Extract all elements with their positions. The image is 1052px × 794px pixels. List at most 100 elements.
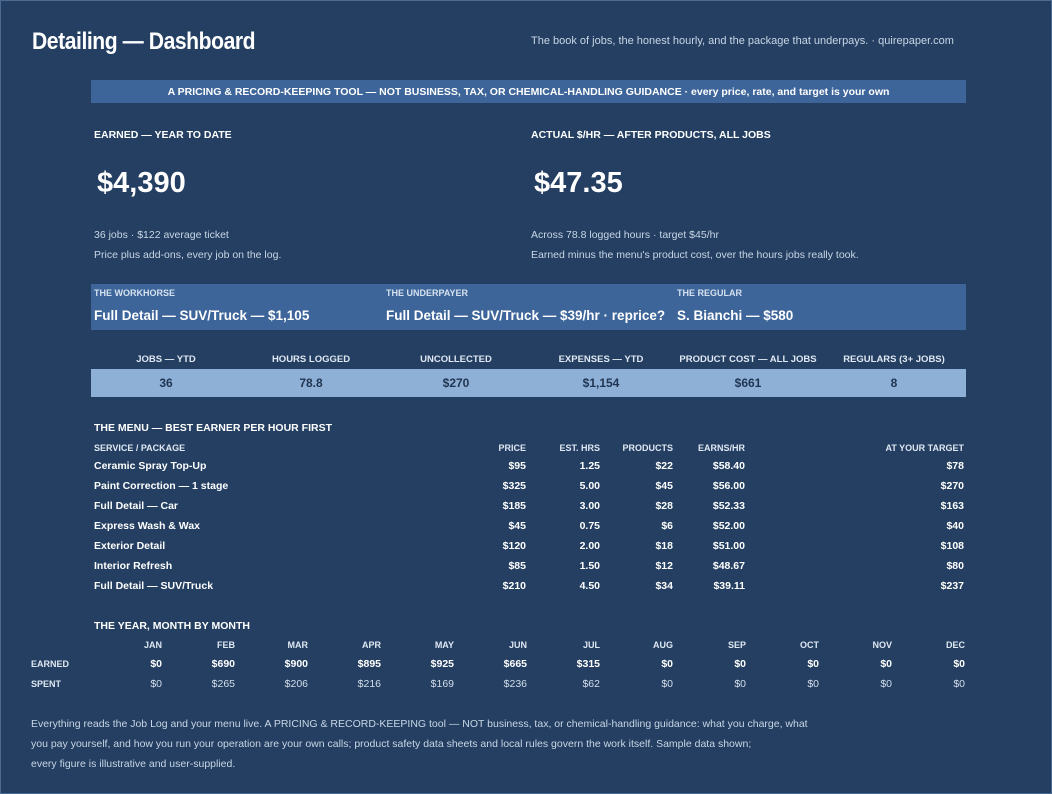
month-header: OCT — [800, 640, 819, 650]
earned-cell: $315 — [576, 658, 600, 670]
spent-cell: $0 — [150, 678, 162, 690]
spent-cell: $216 — [357, 678, 381, 690]
menu-cell-price: $325 — [502, 480, 526, 492]
menu-cell-hours: 1.50 — [579, 560, 600, 572]
spent-cell: $169 — [430, 678, 454, 690]
spent-cell: $265 — [211, 678, 235, 690]
month-header: MAY — [434, 640, 454, 650]
earned-cell: $895 — [357, 658, 381, 670]
disclaimer-banner: A PRICING & RECORD-KEEPING TOOL — NOT BU… — [91, 80, 966, 103]
month-header: JUL — [582, 640, 600, 650]
menu-cell-target: $108 — [940, 540, 964, 552]
menu-cell-service: Full Detail — Car — [94, 500, 179, 512]
kpi-expenses-value: $1,154 — [582, 376, 620, 390]
earned-cell: $0 — [734, 658, 746, 670]
month-header: AUG — [653, 640, 673, 650]
menu-cell-hours: 2.00 — [579, 540, 600, 552]
earned-cell: $0 — [807, 658, 819, 670]
page-tagline: The book of jobs, the honest hourly, and… — [531, 35, 954, 47]
footer-line-3: every figure is illustrative and user-su… — [31, 758, 236, 770]
kpi-band — [91, 369, 966, 397]
year-title: THE YEAR, MONTH BY MONTH — [94, 620, 250, 632]
month-header: JUN — [508, 640, 527, 650]
menu-cell-price: $185 — [502, 500, 526, 512]
menu-cell-earns: $39.11 — [713, 580, 745, 592]
earned-cell: $925 — [430, 658, 454, 670]
earned-cell: $690 — [211, 658, 235, 670]
footer-line-1: Everything reads the Job Log and your me… — [31, 718, 808, 730]
spent-cell: $0 — [880, 678, 892, 690]
page-title: Detailing — Dashboard — [32, 28, 256, 55]
menu-cell-products: $45 — [655, 480, 673, 492]
kpi-hours-label: HOURS LOGGED — [271, 354, 351, 365]
menu-cell-target: $270 — [940, 480, 964, 492]
kpi-jobs-value: 36 — [159, 376, 173, 390]
menu-header-price: PRICE — [498, 443, 526, 453]
highlight-value: S. Bianchi — $580 — [677, 308, 794, 323]
menu-cell-service: Paint Correction — 1 stage — [94, 480, 229, 492]
month-header: DEC — [945, 640, 965, 650]
kpi-hours-value: 78.8 — [299, 376, 323, 390]
hourly-label: ACTUAL $/HR — AFTER PRODUCTS, ALL JOBS — [531, 129, 771, 141]
kpi-expenses-label: EXPENSES — YTD — [558, 354, 644, 365]
menu-cell-service: Interior Refresh — [94, 560, 173, 572]
earned-cell: $0 — [661, 658, 673, 670]
spent-cell: $62 — [582, 678, 600, 690]
menu-cell-hours: 4.50 — [579, 580, 600, 592]
earned-cell: $0 — [880, 658, 892, 670]
hourly-value: $47.35 — [534, 167, 623, 199]
menu-cell-price: $95 — [508, 460, 526, 472]
kpi-regulars-value: 8 — [890, 376, 898, 390]
menu-cell-hours: 1.25 — [579, 460, 600, 472]
menu-cell-price: $120 — [502, 540, 526, 552]
menu-cell-hours: 5.00 — [579, 480, 600, 492]
month-header: JAN — [143, 640, 162, 650]
earned-label: EARNED — YEAR TO DATE — [94, 129, 232, 141]
menu-cell-service: Express Wash & Wax — [94, 520, 201, 532]
earned-cell: $900 — [284, 658, 308, 670]
menu-cell-earns: $48.67 — [712, 560, 745, 572]
menu-cell-products: $12 — [655, 560, 673, 572]
menu-cell-target: $40 — [946, 520, 964, 532]
menu-header-hours: EST. HRS — [559, 443, 600, 453]
menu-cell-target: $237 — [940, 580, 964, 592]
earned-cell: $0 — [953, 658, 965, 670]
highlight-label: THE REGULAR — [677, 288, 742, 298]
menu-cell-service: Exterior Detail — [94, 540, 166, 552]
menu-cell-products: $34 — [655, 580, 673, 592]
highlight-value: Full Detail — SUV/Truck — $39/hr · repri… — [386, 308, 666, 323]
highlight-label: THE WORKHORSE — [94, 288, 175, 298]
month-header: NOV — [872, 640, 892, 650]
highlight-value: Full Detail — SUV/Truck — $1,105 — [94, 308, 310, 323]
menu-cell-products: $22 — [655, 460, 673, 472]
year-earned-label: EARNED — [31, 659, 70, 669]
spent-cell: $236 — [503, 678, 527, 690]
menu-header-service: SERVICE / PACKAGE — [94, 443, 186, 453]
spent-cell: $0 — [734, 678, 746, 690]
menu-cell-target: $80 — [946, 560, 964, 572]
spent-cell: $0 — [661, 678, 673, 690]
spent-cell: $0 — [807, 678, 819, 690]
menu-header-earns: EARNS/HR — [697, 443, 745, 453]
menu-header-target: AT YOUR TARGET — [885, 443, 965, 453]
menu-cell-price: $210 — [502, 580, 526, 592]
month-header: SEP — [727, 640, 746, 650]
menu-cell-hours: 0.75 — [579, 520, 600, 532]
kpi-regulars-label: REGULARS (3+ JOBS) — [843, 354, 945, 365]
year-spent-label: SPENT — [31, 679, 62, 689]
menu-cell-earns: $52.33 — [712, 500, 745, 512]
kpi-uncollected-label: UNCOLLECTED — [420, 354, 492, 365]
spent-cell: $0 — [953, 678, 965, 690]
menu-cell-price: $45 — [508, 520, 526, 532]
menu-cell-target: $78 — [946, 460, 964, 472]
menu-cell-target: $163 — [940, 500, 964, 512]
highlight-label: THE UNDERPAYER — [386, 288, 469, 298]
earned-detail: 36 jobs · $122 average ticket — [94, 229, 229, 241]
menu-cell-earns: $52.00 — [712, 520, 745, 532]
kpi-jobs-label: JOBS — YTD — [136, 354, 196, 365]
month-header: MAR — [287, 640, 309, 650]
menu-cell-service: Ceramic Spray Top-Up — [94, 460, 207, 472]
kpi-product-cost-value: $661 — [734, 376, 762, 390]
footer-line-2: you pay yourself, and how you run your o… — [31, 738, 752, 750]
